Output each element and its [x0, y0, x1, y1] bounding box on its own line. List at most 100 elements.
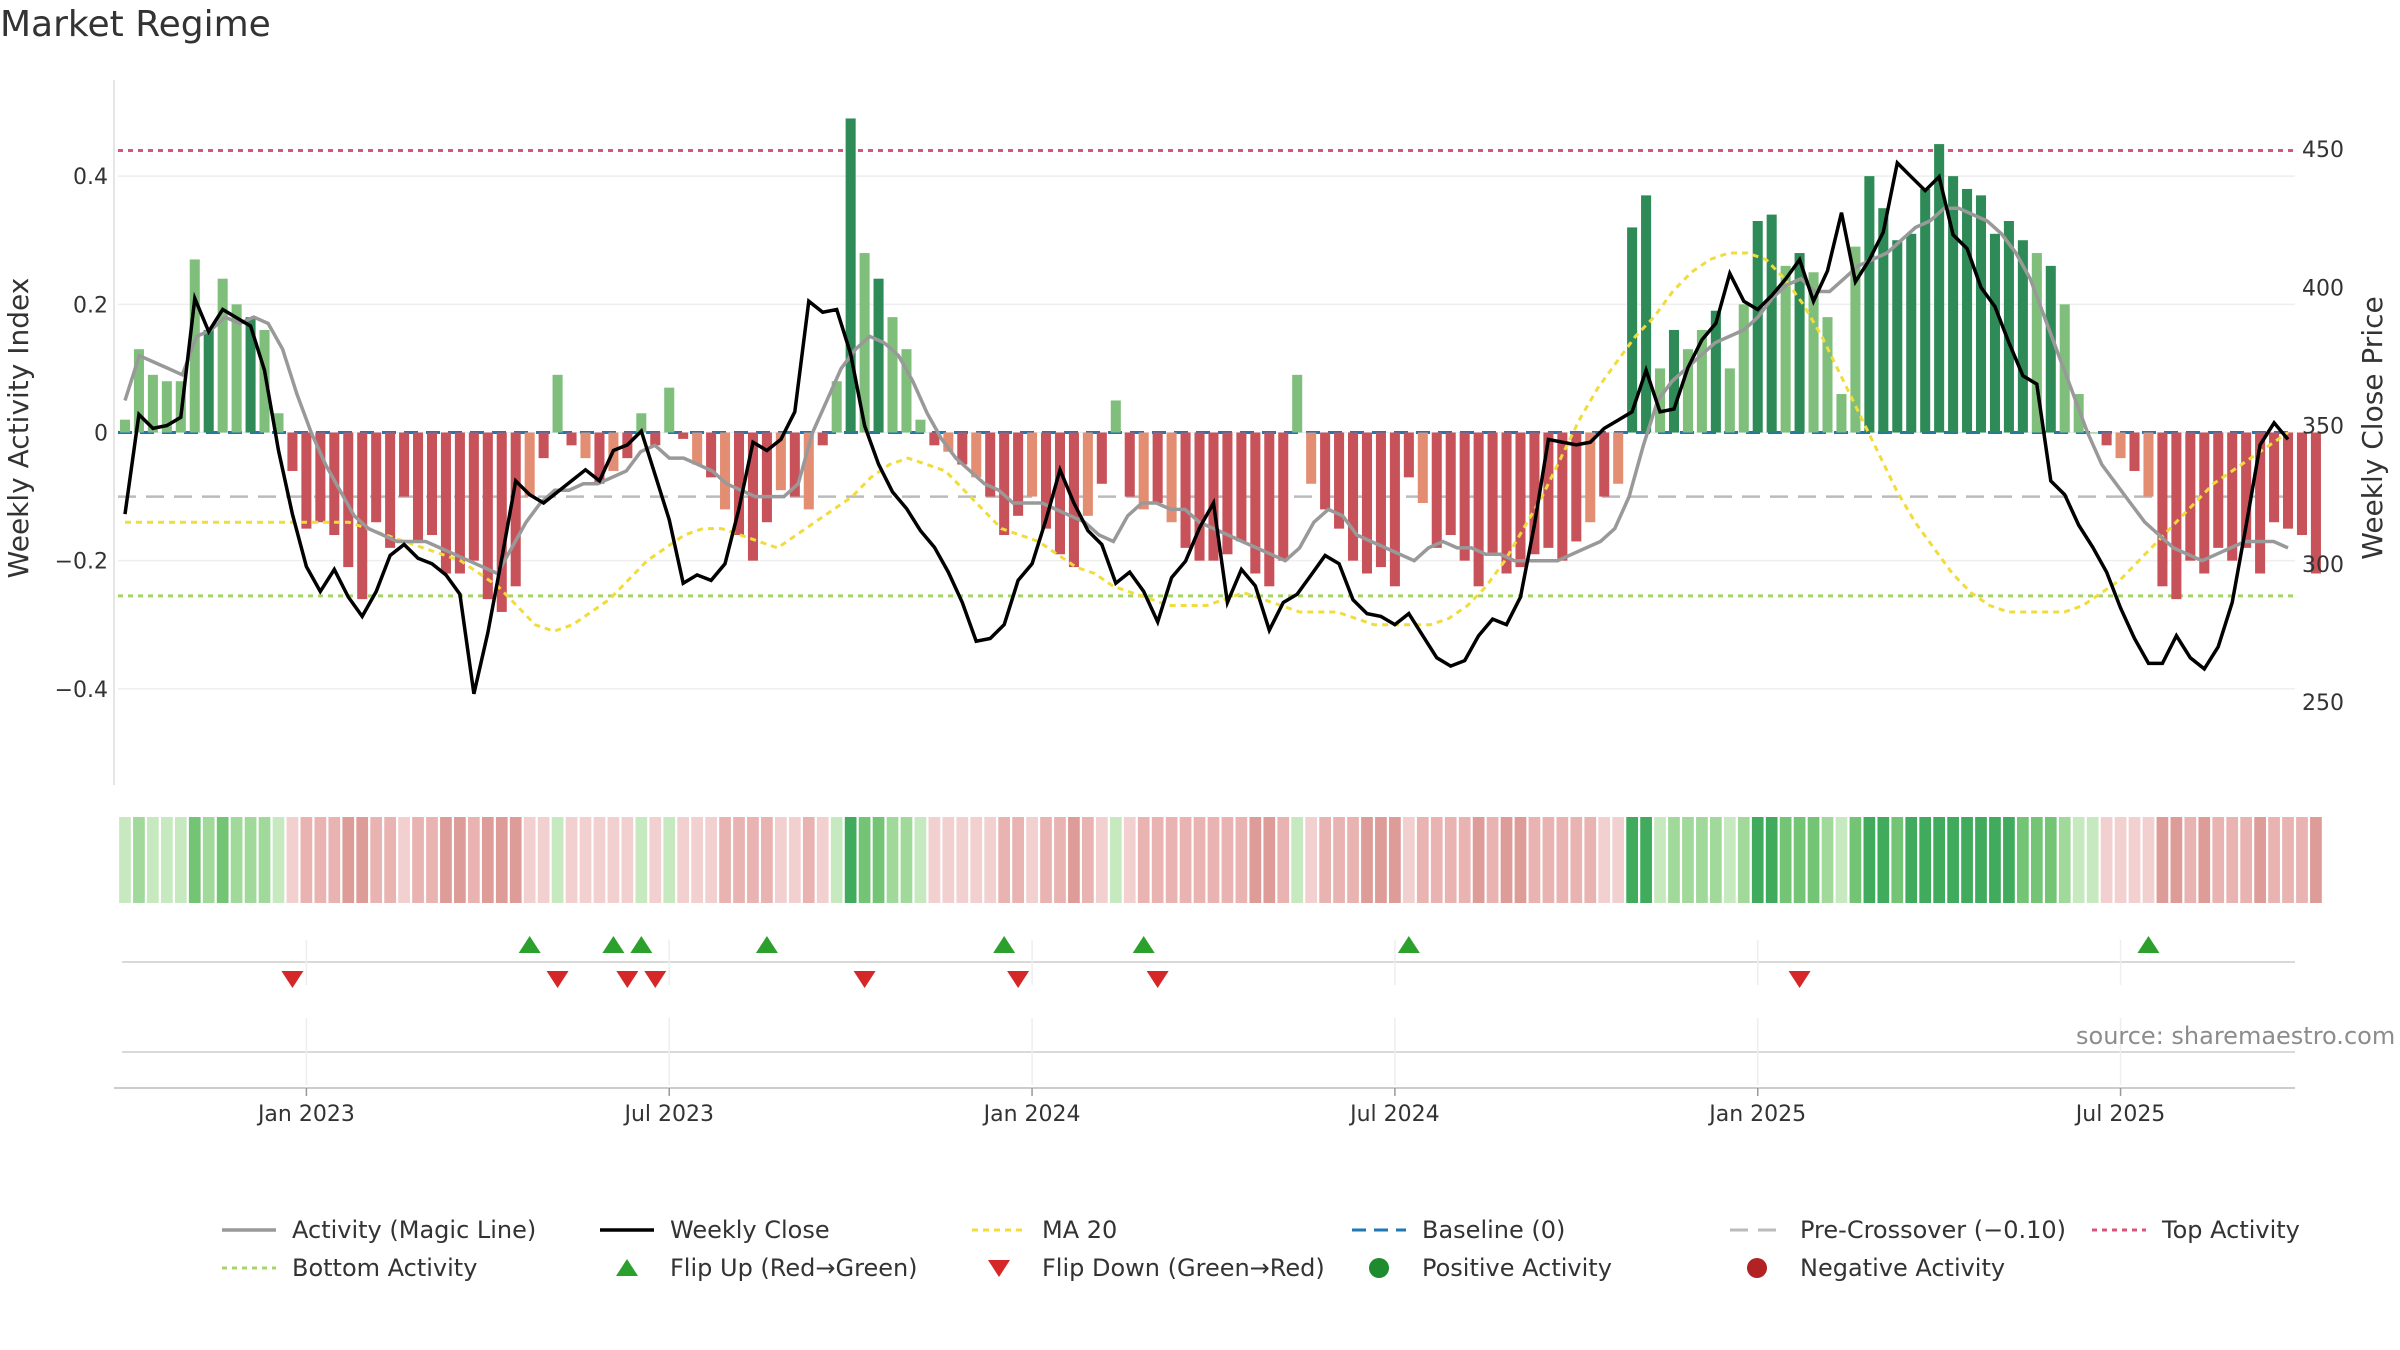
activity-bar-30 — [538, 432, 549, 459]
activity-bar-115 — [1724, 368, 1735, 433]
activity-bar-69 — [1082, 432, 1093, 516]
regime-cell-56 — [900, 817, 913, 903]
regime-cell-37 — [635, 817, 648, 903]
flip-up-marker-6 — [1397, 936, 1420, 953]
activity-bar-64 — [1013, 432, 1024, 516]
activity-bar-130 — [1934, 144, 1945, 433]
regime-cell-68 — [1068, 817, 1080, 903]
regime-cell-137 — [2030, 817, 2043, 903]
regime-cell-27 — [495, 817, 508, 903]
activity-bar-150 — [2213, 432, 2224, 548]
legend-label-5: Top Activity — [2162, 1216, 2300, 1244]
legend-item-1: Weekly Close — [598, 1212, 830, 1248]
activity-bar-131 — [1948, 176, 1959, 433]
activity-bar-90 — [1375, 432, 1386, 568]
activity-bar-6 — [203, 329, 214, 433]
activity-bar-96 — [1459, 432, 1470, 561]
regime-cell-152 — [2240, 817, 2253, 903]
activity-bar-118 — [1766, 214, 1777, 433]
y-left-tick-2: 0 — [94, 422, 108, 447]
regime-cell-79 — [1221, 817, 1234, 903]
activity-bar-112 — [1682, 349, 1693, 433]
activity-bar-105 — [1585, 432, 1596, 523]
legend-label-0: Activity (Magic Line) — [292, 1216, 537, 1244]
regime-cell-141 — [2086, 817, 2099, 903]
regime-cell-53 — [858, 817, 871, 903]
regime-cell-25 — [467, 817, 480, 903]
regime-cell-46 — [761, 817, 773, 903]
activity-bar-119 — [1780, 265, 1791, 433]
legend-item-8: Flip Down (Green→Red) — [970, 1250, 1325, 1286]
activity-bar-133 — [1975, 195, 1987, 433]
regime-cell-38 — [649, 817, 662, 903]
negative-dot-icon — [1747, 1258, 1767, 1278]
activity-bar-71 — [1110, 400, 1121, 433]
regime-cell-74 — [1151, 817, 1164, 903]
activity-bar-63 — [999, 432, 1010, 536]
legend-label-4: Pre-Crossover (−0.10) — [1800, 1216, 2067, 1244]
activity-bar-76 — [1180, 432, 1191, 548]
magic-line-swatch — [222, 1228, 276, 1232]
regime-cell-132 — [1961, 817, 1973, 903]
regime-cell-30 — [537, 817, 550, 903]
regime-cell-123 — [1835, 817, 1848, 903]
activity-bar-122 — [1822, 317, 1833, 433]
regime-cell-122 — [1821, 817, 1834, 903]
activity-bar-31 — [552, 374, 563, 433]
regime-cell-32 — [565, 817, 578, 903]
regime-cell-22 — [426, 817, 438, 903]
activity-bar-33 — [580, 432, 591, 459]
regime-cell-76 — [1179, 817, 1192, 903]
activity-bar-66 — [1040, 432, 1052, 529]
activity-bar-113 — [1696, 329, 1707, 433]
regime-cell-104 — [1570, 817, 1583, 903]
activity-bar-152 — [2241, 432, 2252, 548]
regime-cell-144 — [2128, 817, 2141, 903]
y-left-tick-1: 0.2 — [73, 293, 108, 318]
activity-bar-145 — [2143, 432, 2154, 497]
activity-bars — [119, 118, 2321, 612]
regime-cell-140 — [2072, 817, 2085, 903]
regime-cell-71 — [1109, 817, 1122, 903]
activity-bar-14 — [315, 432, 326, 523]
regime-cell-145 — [2142, 817, 2155, 903]
legend: Activity (Magic Line) Weekly Close MA 20 Ba… — [220, 1212, 2400, 1292]
regime-cell-84 — [1291, 817, 1304, 903]
regime-cell-157 — [2310, 817, 2322, 903]
activity-bar-75 — [1166, 432, 1177, 523]
flip-up-marker-5 — [1132, 936, 1155, 953]
regime-cell-5 — [188, 817, 201, 903]
baseline-swatch — [1352, 1228, 1406, 1232]
regime-cell-87 — [1333, 817, 1345, 903]
activity-bar-109 — [1641, 195, 1652, 433]
activity-bar-149 — [2199, 432, 2210, 574]
regime-cell-62 — [984, 817, 997, 903]
activity-bar-100 — [1515, 432, 1526, 568]
regime-cell-19 — [384, 817, 396, 903]
activity-bar-128 — [1906, 233, 1917, 433]
regime-cell-61 — [970, 817, 983, 903]
bottom-swatch — [222, 1266, 276, 1270]
legend-item-5: Top Activity — [2090, 1212, 2300, 1248]
activity-bar-137 — [2031, 253, 2042, 433]
top-swatch — [2092, 1228, 2146, 1232]
flip-up-icon — [616, 1259, 638, 1276]
flip-up-marker-4 — [993, 936, 1016, 953]
regime-cell-78 — [1207, 817, 1220, 903]
regime-cell-135 — [2003, 817, 2015, 903]
regime-cell-154 — [2268, 817, 2280, 903]
activity-bar-138 — [2045, 265, 2056, 433]
legend-label-2: MA 20 — [1042, 1216, 1118, 1244]
y-right-tick-2: 350 — [2302, 415, 2344, 440]
activity-bar-121 — [1808, 272, 1819, 433]
activity-bar-19 — [385, 432, 396, 548]
regime-cell-43 — [719, 817, 731, 903]
regime-cell-60 — [956, 817, 969, 903]
x-tick-label-2: Jan 2024 — [982, 1102, 1081, 1127]
activity-bar-79 — [1222, 432, 1233, 555]
y-right-tick-3: 300 — [2302, 553, 2344, 578]
flip-up-marker-0 — [518, 936, 541, 953]
legend-item-3: Baseline (0) — [1350, 1212, 1565, 1248]
regime-cell-12 — [286, 817, 299, 903]
activity-bar-55 — [887, 317, 898, 433]
